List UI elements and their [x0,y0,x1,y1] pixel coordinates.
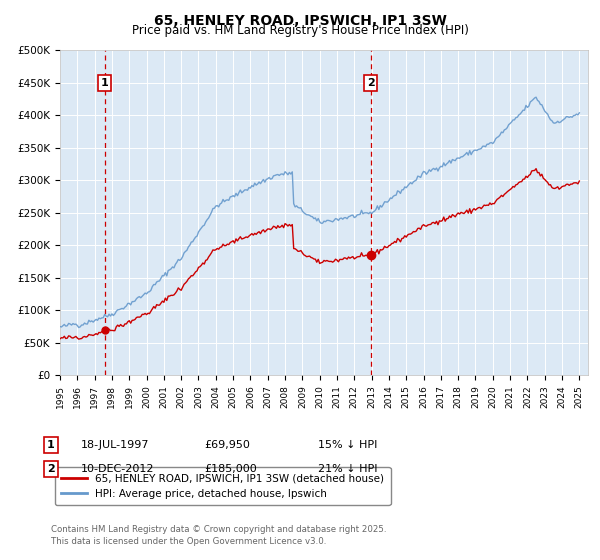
Text: 15% ↓ HPI: 15% ↓ HPI [318,440,377,450]
Text: 2: 2 [47,464,55,474]
Text: £69,950: £69,950 [204,440,250,450]
Text: Price paid vs. HM Land Registry's House Price Index (HPI): Price paid vs. HM Land Registry's House … [131,24,469,37]
Text: £185,000: £185,000 [204,464,257,474]
Legend: 65, HENLEY ROAD, IPSWICH, IP1 3SW (detached house), HPI: Average price, detached: 65, HENLEY ROAD, IPSWICH, IP1 3SW (detac… [55,467,391,505]
Text: 1: 1 [101,78,109,88]
Text: 65, HENLEY ROAD, IPSWICH, IP1 3SW: 65, HENLEY ROAD, IPSWICH, IP1 3SW [154,14,446,28]
Text: 1: 1 [47,440,55,450]
Text: 18-JUL-1997: 18-JUL-1997 [81,440,149,450]
Text: Contains HM Land Registry data © Crown copyright and database right 2025.
This d: Contains HM Land Registry data © Crown c… [51,525,386,546]
Text: 21% ↓ HPI: 21% ↓ HPI [318,464,377,474]
Text: 10-DEC-2012: 10-DEC-2012 [81,464,155,474]
Text: 2: 2 [367,78,374,88]
